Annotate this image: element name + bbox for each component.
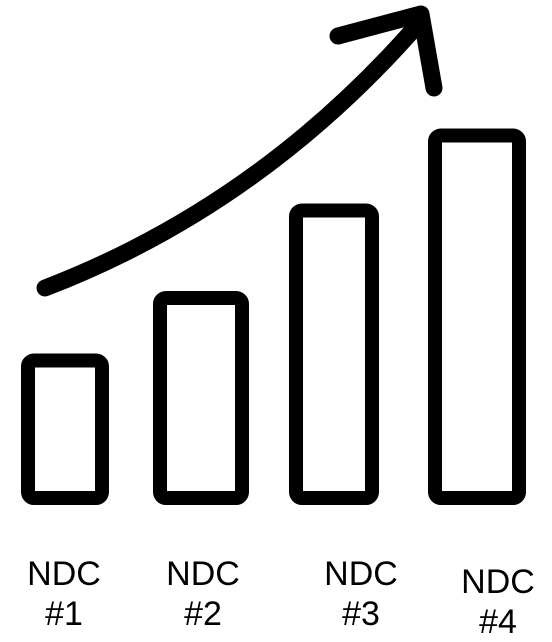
category-label: NDC #2 bbox=[166, 555, 240, 633]
category-label: NDC #1 bbox=[27, 555, 101, 633]
bar-4 bbox=[428, 128, 526, 505]
category-label: NDC #3 bbox=[324, 555, 398, 633]
bar-1 bbox=[21, 353, 109, 505]
bars-group bbox=[21, 128, 526, 505]
bar-3 bbox=[289, 203, 379, 505]
trend-arrow-icon bbox=[36, 13, 429, 297]
trend-arrow-head-icon bbox=[329, 5, 443, 97]
bar-2 bbox=[153, 291, 249, 505]
category-label: NDC #4 bbox=[461, 563, 535, 641]
